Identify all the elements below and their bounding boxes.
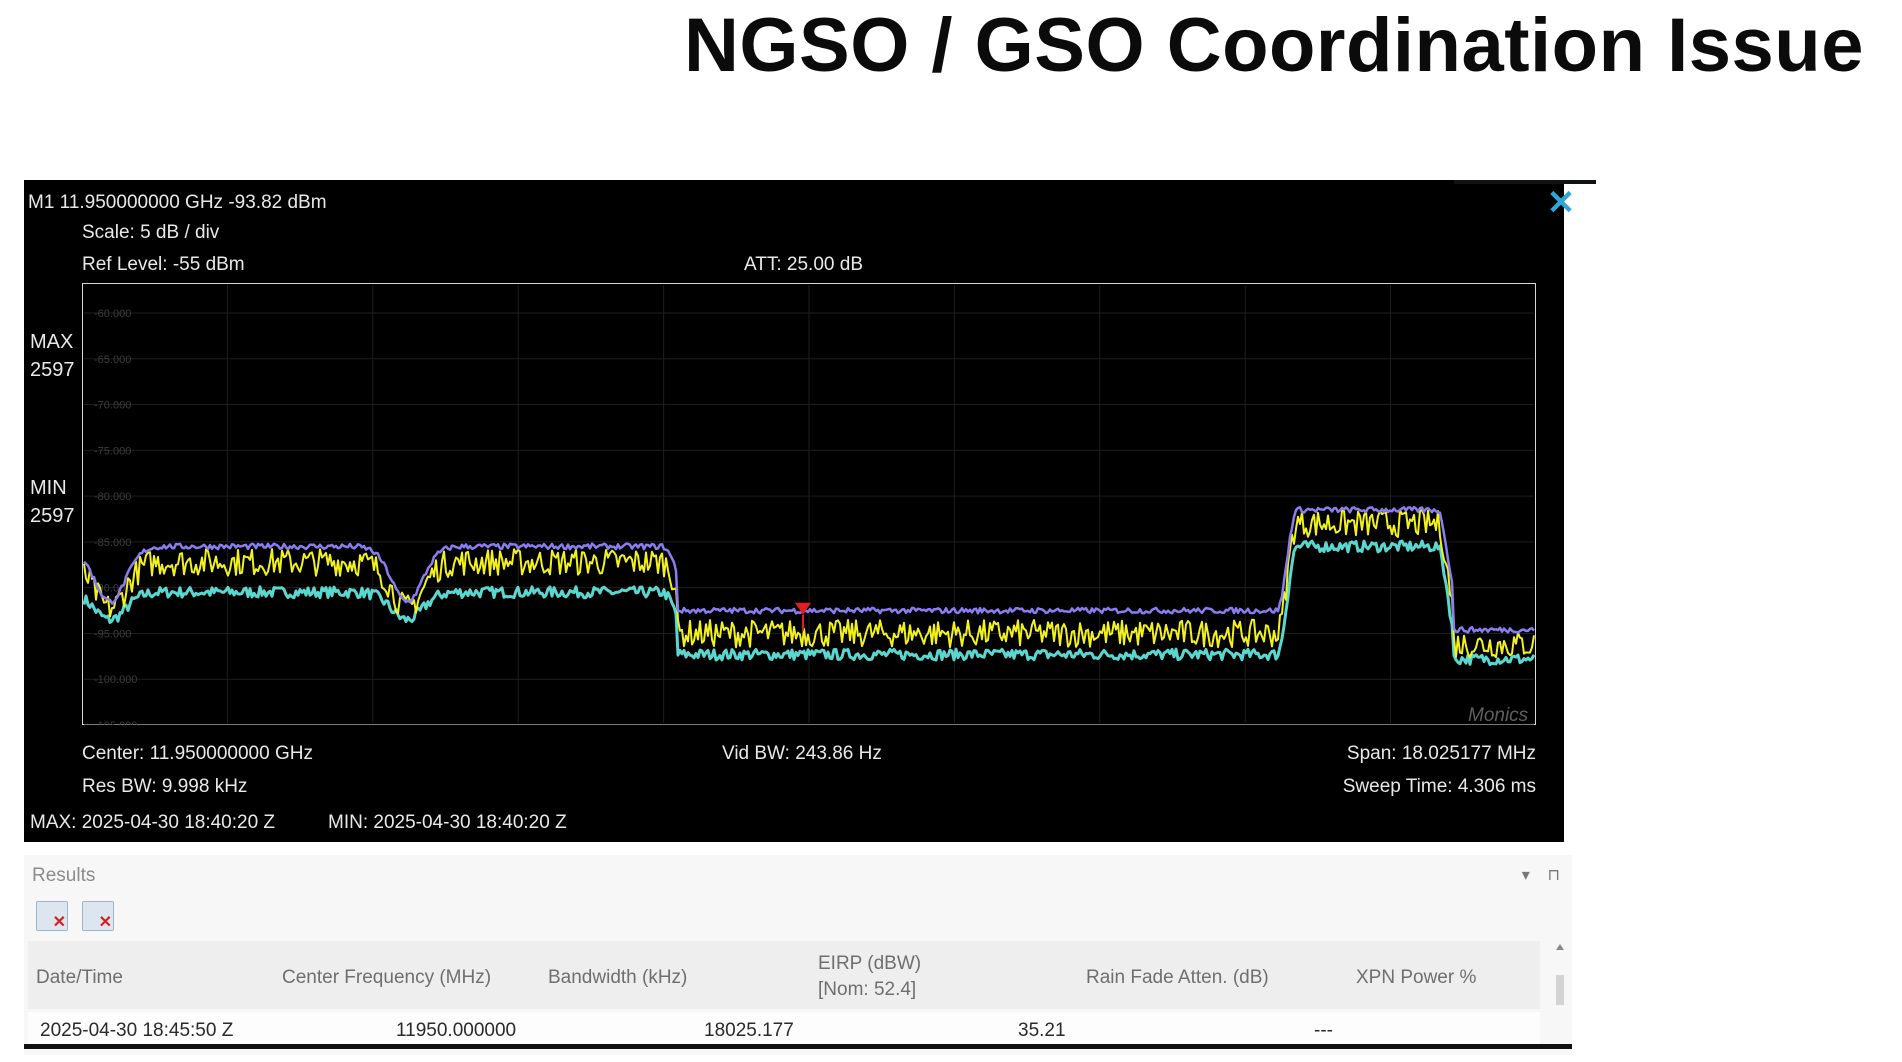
marker-readout: M1 11.950000000 GHz -93.82 dBm [28,192,327,213]
scale-label: Scale: 5 dB / div [82,222,220,243]
y-tick-label: -80.000 [94,491,131,503]
max-timestamp: MAX: 2025-04-30 18:40:20 Z [30,812,276,833]
clear-result-button[interactable]: ✕ [36,901,68,931]
center-frequency-label: Center: 11.950000000 GHz [82,743,313,764]
column-eirp[interactable]: EIRP (dBW) [Nom: 52.4] [818,951,921,1003]
cell-eirp: 35.21 [1018,1020,1066,1041]
max-indicator: MAX 2597 [30,328,75,384]
attenuation-label: ATT: 25.00 dB [744,254,863,275]
spectrum-analyzer-panel: M1 11.950000000 GHz -93.82 dBm Scale: 5 … [24,180,1596,842]
table-row[interactable]: 2025-04-30 18:45:50 Z 11950.000000 18025… [28,1012,1540,1048]
column-rain-fade[interactable]: Rain Fade Atten. (dB) [1086,967,1269,988]
y-tick-label: -100.000 [94,674,137,686]
live-trace [83,509,1535,659]
marker-m1 [795,602,811,615]
min-value: 2597 [30,505,75,527]
y-tick-labels: -60.000 -65.000 -70.000 -75.000 -80.000 -85.0… [94,308,137,725]
y-tick-label: -75.000 [94,445,131,457]
min-label: MIN [30,477,67,499]
column-xpn-power[interactable]: XPN Power % [1356,967,1477,988]
scrollbar-svg [1556,944,1564,1005]
y-tick-label: -105.000 [94,720,137,725]
y-tick-label: -95.000 [94,628,131,640]
cell-rain-fade: --- [1314,1020,1333,1041]
results-title: Results [32,865,96,886]
min-indicator: MIN 2597 [30,474,75,530]
cell-bandwidth: 18025.177 [704,1020,794,1041]
spectrum-plot-svg: -60.000 -65.000 -70.000 -75.000 -80.000 -85.0… [82,283,1536,725]
delete-icon: ✕ [52,914,66,931]
column-datetime[interactable]: Date/Time [36,967,123,988]
window-top-edge [1454,180,1596,184]
video-bandwidth-label: Vid BW: 243.86 Hz [722,743,882,764]
y-tick-label: -65.000 [94,354,131,366]
y-tick-label: -70.000 [94,400,131,412]
column-eirp-label: EIRP (dBW) [818,953,922,974]
column-bandwidth[interactable]: Bandwidth (kHz) [548,967,688,988]
ref-level-label: Ref Level: -55 dBm [82,254,245,275]
spectrum-plot[interactable]: -60.000 -65.000 -70.000 -75.000 -80.000 -85.0… [82,283,1536,725]
min-timestamp: MIN: 2025-04-30 18:40:20 Z [328,812,567,833]
max-label: MAX [30,331,74,353]
close-icon[interactable]: ✕ [1546,184,1576,222]
resolution-bandwidth-label: Res BW: 9.998 kHz [82,776,248,797]
clear-all-results-button[interactable]: ✕ [82,901,114,931]
dropdown-icon[interactable]: ▾ [1521,867,1530,884]
pin-icon[interactable]: ⊓ [1547,867,1560,884]
slide-title: NGSO / GSO Coordination Issue [684,3,1864,88]
cell-datetime: 2025-04-30 18:45:50 Z [40,1020,234,1041]
y-tick-label: -85.000 [94,537,131,549]
span-label: Span: 18.025177 MHz [1346,743,1536,764]
column-eirp-nominal: [Nom: 52.4] [818,979,917,1000]
traces [82,505,1536,667]
cell-center-frequency: 11950.000000 [396,1020,517,1041]
column-center-frequency[interactable]: Center Frequency (MHz) [282,967,492,988]
delete-all-icon: ✕ [98,914,112,931]
max-hold-trace [83,505,1535,634]
results-controls: ▾ ⊓ [1522,865,1560,885]
scroll-thumb[interactable] [1556,975,1564,1005]
max-value: 2597 [30,359,75,381]
scroll-up-icon[interactable] [1556,944,1564,950]
results-scrollbar[interactable] [1554,941,1566,1051]
results-panel: Results ▾ ⊓ ✕ ✕ Date/Time Center Frequen… [24,855,1572,1055]
results-table-header: Date/Time Center Frequency (MHz) Bandwid… [28,941,1540,1009]
y-tick-label: -60.000 [94,308,131,320]
watermark: Monics [1468,705,1529,725]
sweep-time-label: Sweep Time: 4.306 ms [1342,776,1536,797]
window-bottom-edge [24,1044,1572,1049]
min-hold-trace [82,539,1536,667]
